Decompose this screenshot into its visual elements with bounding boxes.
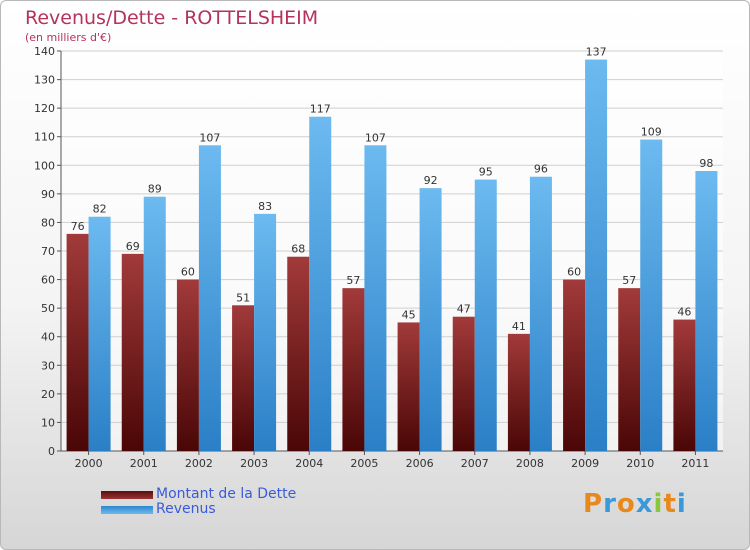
- bar-revenus: [364, 145, 387, 452]
- y-tick-label: 140: [34, 45, 55, 58]
- y-tick-label: 0: [48, 445, 55, 458]
- data-label-dette: 45: [402, 308, 416, 321]
- chart-title: Revenus/Dette - ROTTELSHEIM: [25, 7, 319, 29]
- data-label-revenus: 92: [424, 174, 438, 187]
- x-tick-label: 2001: [130, 457, 158, 470]
- logo-letter: i: [653, 489, 664, 519]
- chart-subtitle: (en milliers d'€): [25, 31, 112, 44]
- bar-dette: [563, 279, 586, 451]
- data-label-revenus: 117: [310, 103, 331, 116]
- logo-letter: o: [616, 489, 636, 519]
- x-tick-label: 2010: [626, 457, 654, 470]
- bar-revenus: [695, 171, 718, 451]
- data-label-dette: 41: [512, 320, 526, 333]
- bar-revenus: [198, 145, 221, 452]
- bar-revenus: [309, 116, 332, 451]
- bar-revenus: [640, 139, 663, 452]
- data-label-revenus: 107: [199, 131, 220, 144]
- bar-revenus: [585, 59, 608, 451]
- data-label-revenus: 107: [365, 131, 386, 144]
- x-tick-label: 2000: [75, 457, 103, 470]
- data-label-dette: 57: [622, 274, 636, 287]
- y-tick-label: 30: [41, 359, 55, 372]
- logo-letter: x: [635, 489, 654, 519]
- bar-dette: [121, 253, 144, 451]
- data-label-revenus: 83: [258, 200, 272, 213]
- bar-revenus: [143, 196, 166, 451]
- bar-revenus: [419, 188, 442, 451]
- data-label-revenus: 82: [93, 203, 107, 216]
- bar-revenus: [529, 176, 552, 451]
- y-tick-label: 110: [34, 131, 55, 144]
- y-tick-label: 90: [41, 188, 55, 201]
- data-label-dette: 57: [346, 274, 360, 287]
- logo-letter: P: [583, 489, 604, 519]
- y-tick-label: 70: [41, 245, 55, 258]
- y-tick-label: 20: [41, 388, 55, 401]
- data-label-dette: 69: [126, 240, 140, 253]
- data-label-revenus: 109: [641, 126, 662, 139]
- bar-dette: [342, 288, 365, 451]
- bar-dette: [507, 333, 530, 451]
- bar-revenus: [88, 216, 111, 451]
- y-tick-label: 40: [41, 331, 55, 344]
- y-tick-label: 60: [41, 274, 55, 287]
- data-label-dette: 60: [181, 266, 195, 279]
- y-tick-label: 130: [34, 74, 55, 87]
- bar-revenus: [474, 179, 497, 452]
- x-tick-label: 2004: [295, 457, 323, 470]
- proxiti-logo: Proxiti: [583, 489, 687, 519]
- y-tick-label: 80: [41, 216, 55, 229]
- bar-dette: [618, 288, 641, 451]
- x-tick-label: 2011: [681, 457, 709, 470]
- data-label-dette: 76: [71, 220, 85, 233]
- data-label-revenus: 137: [586, 46, 607, 59]
- legend-swatch-revenus: [101, 506, 153, 514]
- y-tick-label: 10: [41, 416, 55, 429]
- bar-dette: [452, 316, 475, 451]
- bar-revenus: [254, 213, 277, 451]
- data-label-revenus: 89: [148, 183, 162, 196]
- data-label-revenus: 98: [699, 157, 713, 170]
- bar-dette: [673, 319, 696, 451]
- bar-dette: [66, 233, 89, 451]
- logo-letter: i: [676, 489, 687, 519]
- data-label-dette: 47: [457, 303, 471, 316]
- data-label-revenus: 95: [479, 166, 493, 179]
- x-tick-label: 2006: [406, 457, 434, 470]
- logo-letter: r: [603, 489, 617, 519]
- legend-label-dette: Montant de la Dette: [156, 486, 297, 502]
- bar-dette: [397, 322, 420, 451]
- data-label-dette: 60: [567, 266, 581, 279]
- data-label-dette: 68: [291, 243, 305, 256]
- x-tick-label: 2005: [350, 457, 378, 470]
- bar-dette: [176, 279, 199, 451]
- data-label-dette: 51: [236, 291, 250, 304]
- x-tick-label: 2008: [516, 457, 544, 470]
- x-tick-label: 2009: [571, 457, 599, 470]
- x-tick-label: 2003: [240, 457, 268, 470]
- bar-dette: [232, 305, 255, 451]
- logo-letter: t: [663, 489, 677, 519]
- data-label-revenus: 96: [534, 163, 548, 176]
- y-tick-label: 100: [34, 159, 55, 172]
- bar-dette: [287, 256, 310, 451]
- y-tick-label: 120: [34, 102, 55, 115]
- legend-swatch-dette: [101, 491, 153, 499]
- data-label-dette: 46: [677, 306, 691, 319]
- y-tick-label: 50: [41, 302, 55, 315]
- x-tick-label: 2007: [461, 457, 489, 470]
- x-tick-label: 2002: [185, 457, 213, 470]
- legend-label-revenus: Revenus: [156, 501, 216, 517]
